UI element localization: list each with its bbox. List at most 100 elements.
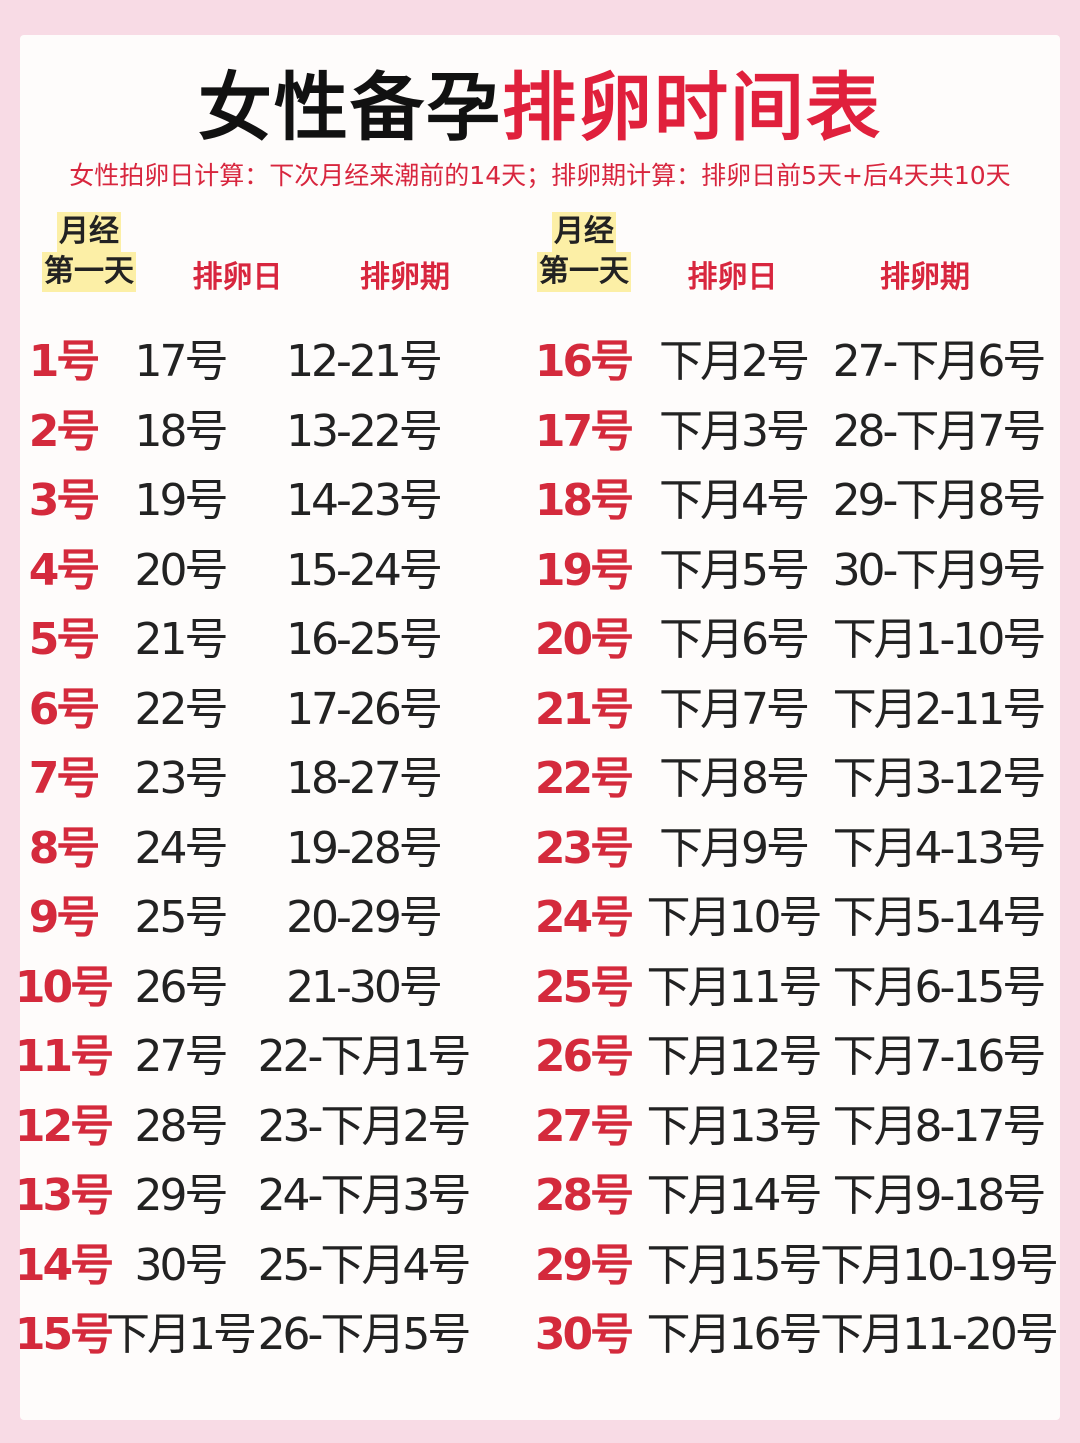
cycle-day: 23号 bbox=[534, 822, 634, 874]
cycle-day: 26号 bbox=[534, 1031, 634, 1082]
header-ovulation-period-right: 排卵期 bbox=[880, 260, 970, 295]
ovulation-day: 下月12号 bbox=[646, 1031, 823, 1082]
ovulation-day: 22号 bbox=[134, 683, 229, 735]
ovulation-day: 下月10号 bbox=[646, 892, 823, 943]
ovulation-day: 下月6号 bbox=[659, 614, 810, 665]
cycle-day: 12号 bbox=[14, 1100, 114, 1152]
header-first-day-right: 月经 第一天 bbox=[535, 212, 633, 292]
ovulation-period: 16-25号 bbox=[286, 614, 443, 665]
cycle-day: 28号 bbox=[534, 1170, 634, 1221]
ovulation-period: 22-下月1号 bbox=[257, 1031, 472, 1082]
ovulation-day: 下月1号 bbox=[106, 1309, 257, 1360]
ovulation-day: 下月14号 bbox=[646, 1170, 823, 1221]
header-ovulation-period-left: 排卵期 bbox=[360, 260, 450, 295]
ovulation-day: 下月7号 bbox=[659, 683, 810, 735]
ovulation-period: 14-23号 bbox=[286, 475, 443, 526]
ovulation-day: 28号 bbox=[134, 1100, 229, 1152]
ovulation-period: 20-29号 bbox=[286, 892, 443, 943]
ovulation-day: 30号 bbox=[134, 1239, 229, 1291]
cycle-day: 18号 bbox=[534, 475, 634, 526]
cycle-day: 7号 bbox=[28, 753, 101, 804]
cycle-day: 25号 bbox=[534, 961, 634, 1013]
ovulation-day: 27号 bbox=[134, 1031, 229, 1082]
ovulation-day: 21号 bbox=[134, 614, 229, 665]
ovulation-period: 13-22号 bbox=[286, 405, 443, 457]
title-black: 女性备孕 bbox=[198, 65, 502, 151]
ovulation-period: 27-下月6号 bbox=[832, 336, 1047, 387]
ovulation-period: 下月8-17号 bbox=[832, 1100, 1047, 1152]
title-red: 排卵时间表 bbox=[502, 65, 882, 151]
cycle-day: 27号 bbox=[534, 1100, 634, 1152]
cycle-day: 5号 bbox=[28, 614, 101, 665]
cycle-day: 2号 bbox=[28, 405, 101, 457]
ovulation-period: 30-下月9号 bbox=[832, 544, 1047, 596]
ovulation-day: 17号 bbox=[134, 336, 229, 387]
ovulation-period: 23-下月2号 bbox=[257, 1100, 472, 1152]
cycle-day: 15号 bbox=[14, 1309, 114, 1360]
ovulation-day: 下月5号 bbox=[659, 544, 810, 596]
ovulation-period: 下月1-10号 bbox=[832, 614, 1047, 665]
ovulation-day: 下月3号 bbox=[659, 405, 810, 457]
header-line1: 月经 bbox=[552, 212, 616, 252]
ovulation-day: 18号 bbox=[134, 405, 229, 457]
cycle-day: 1号 bbox=[28, 336, 101, 387]
ovulation-day: 下月13号 bbox=[646, 1100, 823, 1152]
cycle-day: 13号 bbox=[14, 1170, 114, 1221]
cycle-day: 22号 bbox=[534, 753, 634, 804]
ovulation-day: 下月9号 bbox=[659, 822, 810, 874]
ovulation-period: 下月9-18号 bbox=[832, 1170, 1047, 1221]
header-ovulation-day-right: 排卵日 bbox=[687, 260, 778, 295]
ovulation-day: 25号 bbox=[134, 892, 229, 943]
ovulation-day: 下月15号 bbox=[646, 1239, 823, 1291]
ovulation-day: 24号 bbox=[134, 822, 229, 874]
ovulation-period: 29-下月8号 bbox=[832, 475, 1047, 526]
cycle-day: 4号 bbox=[28, 544, 101, 596]
cycle-day: 16号 bbox=[534, 336, 634, 387]
header-first-day-left: 月经 第一天 bbox=[40, 212, 138, 292]
cycle-day: 3号 bbox=[28, 475, 101, 526]
ovulation-period: 19-28号 bbox=[286, 822, 443, 874]
ovulation-period: 28-下月7号 bbox=[832, 405, 1047, 457]
cycle-day: 24号 bbox=[534, 892, 634, 943]
cycle-day: 21号 bbox=[534, 683, 634, 735]
ovulation-day: 下月8号 bbox=[659, 753, 810, 804]
cycle-day: 9号 bbox=[28, 892, 101, 943]
header-line2: 第一天 bbox=[42, 252, 136, 292]
subtitle: 女性拍卵日计算：下次月经来潮前的14天；排卵期计算：排卵日前5天+后4天共10天 bbox=[69, 161, 1011, 190]
ovulation-day: 下月2号 bbox=[659, 336, 810, 387]
ovulation-day: 下月4号 bbox=[659, 475, 810, 526]
cycle-day: 14号 bbox=[14, 1239, 114, 1291]
ovulation-period: 下月6-15号 bbox=[832, 961, 1047, 1013]
header-ovulation-day-left: 排卵日 bbox=[192, 260, 283, 295]
ovulation-period: 下月2-11号 bbox=[832, 683, 1047, 735]
ovulation-period: 25-下月4号 bbox=[257, 1239, 472, 1291]
ovulation-period: 18-27号 bbox=[286, 753, 443, 804]
ovulation-period: 下月7-16号 bbox=[832, 1031, 1047, 1082]
ovulation-period: 下月11-20号 bbox=[820, 1309, 1059, 1360]
cycle-day: 6号 bbox=[28, 683, 101, 735]
cycle-day: 17号 bbox=[534, 405, 634, 457]
ovulation-day: 下月16号 bbox=[646, 1309, 823, 1360]
ovulation-period: 26-下月5号 bbox=[257, 1309, 472, 1360]
ovulation-period: 24-下月3号 bbox=[257, 1170, 472, 1221]
ovulation-period: 12-21号 bbox=[286, 336, 443, 387]
ovulation-period: 21-30号 bbox=[286, 961, 443, 1013]
cycle-day: 19号 bbox=[534, 544, 634, 596]
header-line2: 第一天 bbox=[537, 252, 631, 292]
ovulation-period: 下月3-12号 bbox=[832, 753, 1047, 804]
cycle-day: 11号 bbox=[14, 1031, 114, 1082]
page-title: 女性备孕排卵时间表 bbox=[0, 48, 1080, 155]
ovulation-day: 下月11号 bbox=[646, 961, 823, 1013]
ovulation-day: 23号 bbox=[134, 753, 229, 804]
ovulation-period: 下月4-13号 bbox=[832, 822, 1047, 874]
ovulation-period: 15-24号 bbox=[286, 544, 443, 596]
ovulation-period: 下月5-14号 bbox=[832, 892, 1047, 943]
ovulation-day: 19号 bbox=[134, 475, 229, 526]
ovulation-day: 29号 bbox=[134, 1170, 229, 1221]
ovulation-period: 下月10-19号 bbox=[820, 1239, 1059, 1291]
cycle-day: 8号 bbox=[28, 822, 101, 874]
header-line1: 月经 bbox=[57, 212, 121, 252]
cycle-day: 10号 bbox=[14, 961, 114, 1013]
ovulation-day: 20号 bbox=[134, 544, 229, 596]
cycle-day: 30号 bbox=[534, 1309, 634, 1360]
